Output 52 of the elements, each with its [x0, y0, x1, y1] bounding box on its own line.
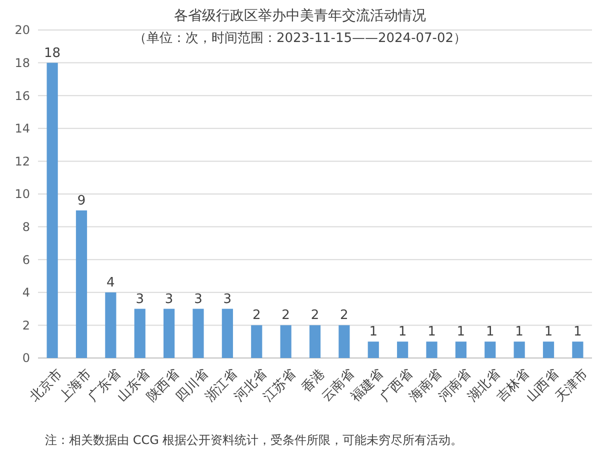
data-label: 2: [340, 308, 348, 324]
y-tick-label: 20: [14, 23, 30, 38]
y-tick-label: 14: [14, 122, 30, 136]
data-label: 2: [282, 308, 290, 324]
bar: [309, 325, 321, 358]
data-label: 3: [223, 292, 232, 307]
bar: [338, 325, 350, 358]
bar: [280, 325, 292, 358]
bar: [105, 292, 116, 358]
data-label: 1: [515, 324, 524, 340]
data-label: 2: [252, 308, 261, 324]
bar: [164, 308, 175, 358]
bar: [514, 342, 525, 358]
data-label: 4: [106, 275, 115, 290]
data-label: 3: [136, 292, 144, 307]
bar: [397, 342, 408, 358]
bar: [542, 342, 554, 358]
bar: [484, 342, 496, 358]
bar: [455, 342, 466, 358]
y-tick-label: 8: [22, 220, 30, 234]
y-tick-label: 4: [22, 286, 30, 300]
y-tick-label: 2: [22, 318, 30, 332]
data-label: 1: [456, 324, 466, 340]
data-label: 2: [310, 308, 320, 324]
bar: [426, 342, 438, 358]
y-tick-label: 18: [14, 56, 30, 70]
chart-title: 各省级行政区举办中美青年交流活动情况: [174, 8, 426, 24]
bar: [46, 62, 58, 358]
bar: [134, 308, 146, 358]
bar: [251, 325, 262, 358]
data-label: 3: [164, 292, 174, 307]
data-label: 18: [44, 46, 61, 61]
data-label: 9: [77, 193, 86, 208]
data-label: 3: [194, 292, 202, 307]
data-label: 1: [486, 324, 494, 340]
y-tick-label: 12: [14, 154, 30, 168]
data-label: 1: [398, 324, 407, 340]
y-tick-label: 0: [22, 351, 30, 366]
data-label: 1: [574, 324, 582, 340]
text: 注：相关数据由 CCG 根据公开资料统计，受条件所限，可能未穷尽所有活动。: [45, 433, 463, 447]
bar: [76, 210, 88, 358]
bar: [192, 308, 204, 358]
data-label: 1: [544, 324, 553, 340]
y-tick-label: 6: [22, 252, 30, 267]
y-tick-label: 10: [14, 187, 30, 202]
bar: [368, 342, 379, 358]
data-label: 1: [369, 324, 378, 340]
bar: [572, 342, 584, 358]
data-label: 1: [428, 324, 436, 340]
chart-subtitle: （单位：次，时间范围：2023-11-15——2024-07-02）: [133, 31, 467, 46]
y-tick-label: 16: [14, 88, 30, 103]
bar: [222, 308, 233, 358]
